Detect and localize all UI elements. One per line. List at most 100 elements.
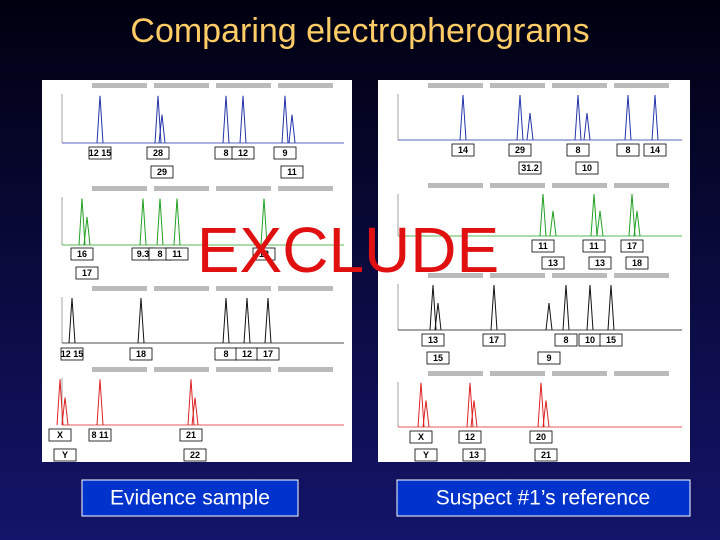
allele-box	[588, 256, 612, 270]
peak	[545, 302, 553, 331]
allele-label: X	[57, 430, 63, 440]
peak	[96, 95, 104, 144]
marker-header	[552, 83, 607, 88]
allele-label: 14	[458, 145, 468, 155]
marker-header	[490, 371, 545, 376]
marker-header	[552, 183, 607, 188]
marker-header	[614, 83, 669, 88]
exclude-overlay: EXCLUDE	[197, 214, 499, 286]
allele-label: 13	[548, 258, 558, 268]
marker-header	[92, 367, 147, 372]
peak	[239, 95, 247, 144]
allele-label: 22	[190, 450, 200, 460]
allele-box	[541, 256, 565, 270]
allele-box	[518, 161, 542, 175]
allele-label: 15	[433, 353, 443, 363]
marker-header	[614, 273, 669, 278]
peak	[173, 198, 181, 246]
peak	[222, 297, 230, 344]
peak	[628, 193, 636, 237]
allele-label: X	[418, 432, 424, 442]
allele-box	[150, 165, 174, 179]
peak	[191, 397, 199, 426]
allele-label: 31.2	[521, 163, 539, 173]
marker-header	[154, 367, 209, 372]
peak	[96, 379, 104, 426]
allele-label: 12 15	[61, 349, 84, 359]
allele-box	[529, 430, 553, 444]
peak	[583, 112, 591, 141]
marker-header	[428, 183, 483, 188]
peak	[429, 284, 437, 331]
allele-box	[462, 448, 486, 462]
peak	[61, 397, 69, 426]
allele-label: 9.3	[137, 249, 150, 259]
peak	[222, 95, 230, 144]
allele-label: 16	[77, 249, 87, 259]
marker-header	[154, 186, 209, 191]
allele-box	[280, 165, 304, 179]
allele-label: 28	[153, 148, 163, 158]
peak	[526, 112, 534, 141]
marker-header	[216, 83, 271, 88]
peak	[68, 297, 76, 344]
peak	[539, 193, 547, 237]
peak	[459, 94, 467, 141]
marker-header	[216, 286, 271, 291]
allele-box	[75, 266, 99, 280]
peak	[139, 198, 147, 246]
marker-header	[552, 273, 607, 278]
allele-box	[566, 143, 590, 157]
peak	[562, 284, 570, 331]
caption: Evidence sample	[110, 487, 270, 510]
allele-box	[183, 448, 207, 462]
marker-header	[216, 367, 271, 372]
peak	[422, 400, 430, 428]
allele-label: 9	[546, 353, 551, 363]
slide-title: Comparing electropherograms	[130, 12, 589, 50]
allele-box	[48, 428, 72, 442]
allele-box	[537, 351, 561, 365]
allele-box	[451, 143, 475, 157]
allele-box	[53, 448, 77, 462]
peak	[542, 400, 550, 428]
marker-header	[216, 186, 271, 191]
allele-box	[508, 143, 532, 157]
marker-header	[428, 83, 483, 88]
allele-label: 15	[606, 335, 616, 345]
peak	[586, 284, 594, 331]
marker-header	[428, 273, 483, 278]
allele-label: 8	[223, 148, 228, 158]
allele-label: 10	[585, 335, 595, 345]
allele-label: 11	[538, 241, 548, 251]
caption: Suspect #1’s reference	[436, 487, 650, 510]
allele-box	[620, 239, 644, 253]
marker-header	[614, 371, 669, 376]
allele-label: 13	[595, 258, 605, 268]
peak	[187, 379, 195, 426]
marker-header	[490, 183, 545, 188]
peak	[156, 198, 164, 246]
peak	[549, 210, 557, 237]
allele-label: 29	[157, 167, 167, 177]
allele-box	[256, 347, 280, 361]
allele-box	[231, 146, 255, 160]
allele-label: 11	[172, 249, 182, 259]
allele-label: 8	[563, 335, 568, 345]
marker-header	[154, 83, 209, 88]
peak	[83, 217, 91, 246]
allele-box	[458, 430, 482, 444]
caption-box	[396, 479, 691, 517]
marker-header	[92, 83, 147, 88]
allele-label: 8	[625, 145, 630, 155]
marker-header	[154, 286, 209, 291]
allele-label: 13	[469, 450, 479, 460]
allele-box	[409, 430, 433, 444]
allele-box	[426, 351, 450, 365]
allele-label: Y	[423, 450, 429, 460]
marker-header	[278, 367, 333, 372]
allele-box	[534, 448, 558, 462]
allele-label: 9	[282, 148, 287, 158]
